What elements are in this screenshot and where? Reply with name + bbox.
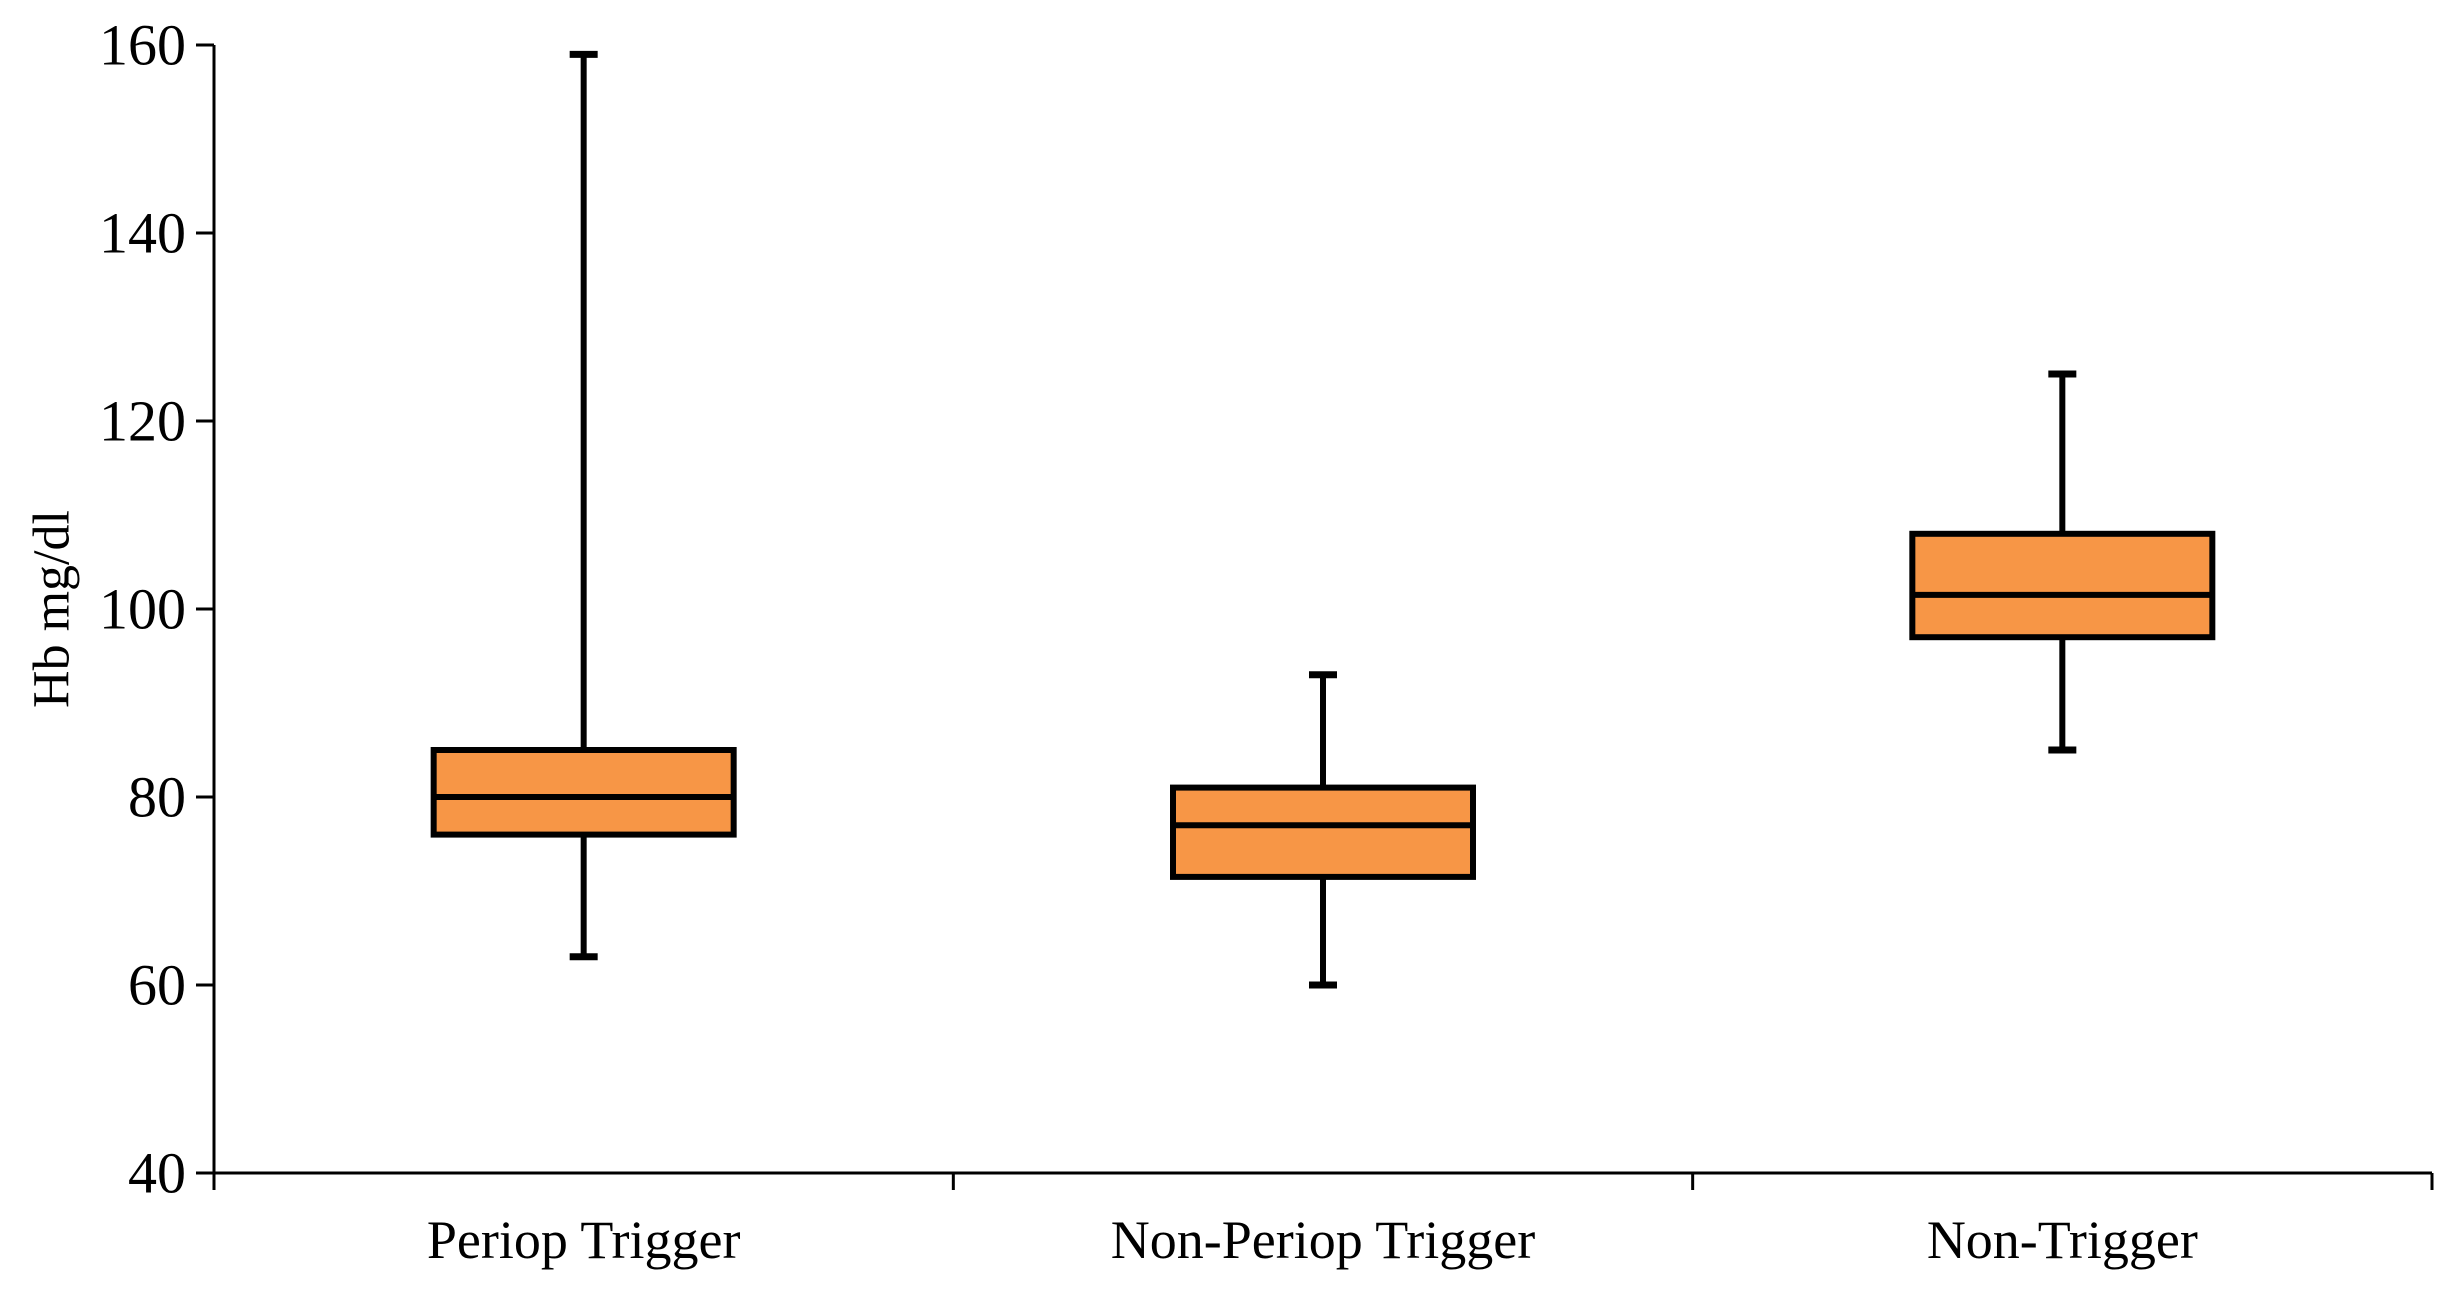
- y-axis-title: Hb mg/dl: [23, 510, 81, 708]
- y-tick-label: 140: [99, 201, 186, 266]
- y-tick-label: 80: [128, 765, 186, 830]
- y-tick-label: 120: [99, 389, 186, 454]
- iqr-box-non-periop-trigger: [1170, 784, 1476, 880]
- y-tick-label: 40: [128, 1141, 186, 1206]
- x-category-label-non-trigger: Non-Trigger: [1927, 1210, 2198, 1270]
- iqr-box-periop-trigger: [430, 747, 737, 838]
- iqr-box-non-trigger: [1909, 530, 2216, 641]
- y-tick-label: 160: [99, 13, 186, 78]
- y-tick-label: 100: [99, 577, 186, 642]
- y-tick-label: 60: [128, 953, 186, 1018]
- x-category-label-periop-trigger: Periop Trigger: [427, 1210, 741, 1270]
- x-category-label-non-periop-trigger: Non-Periop Trigger: [1111, 1210, 1536, 1270]
